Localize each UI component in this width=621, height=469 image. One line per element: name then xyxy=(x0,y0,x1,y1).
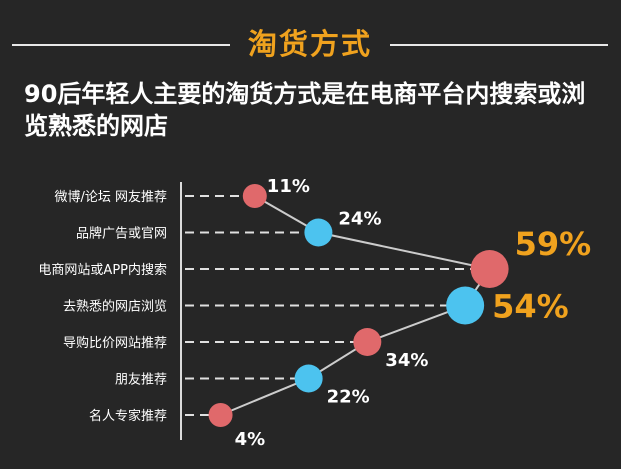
data-label: 59% xyxy=(515,225,592,263)
category-label: 电商网站或APP内搜索 xyxy=(38,262,167,278)
data-point-marker xyxy=(304,218,333,247)
banner-title: 淘货方式 xyxy=(232,27,388,61)
category-label: 品牌广告或官网 xyxy=(76,226,167,242)
category-label: 名人专家推荐 xyxy=(89,408,167,424)
data-point-marker xyxy=(446,286,485,325)
category-label: 导购比价网站推荐 xyxy=(63,335,167,351)
category-label: 朋友推荐 xyxy=(115,372,167,388)
data-label: 24% xyxy=(338,209,381,230)
data-point-marker xyxy=(353,328,382,356)
data-point-marker xyxy=(470,250,509,288)
category-label: 微博/论坛 网友推荐 xyxy=(54,189,167,205)
data-label: 4% xyxy=(235,429,266,450)
data-point-marker xyxy=(294,364,323,393)
chart-subtitle: 90后年轻人主要的淘货方式是在电商平台内搜索或浏览熟悉的网店 xyxy=(24,80,586,140)
banner-rule-left xyxy=(12,44,230,46)
banner-rule-right xyxy=(390,44,608,46)
data-point-marker xyxy=(208,403,233,427)
data-label: 22% xyxy=(327,387,370,408)
category-label: 去熟悉的网店浏览 xyxy=(63,299,167,315)
data-point-marker xyxy=(242,184,267,208)
data-label: 11% xyxy=(267,176,310,197)
data-label: 34% xyxy=(385,350,428,371)
data-label: 54% xyxy=(492,288,569,326)
